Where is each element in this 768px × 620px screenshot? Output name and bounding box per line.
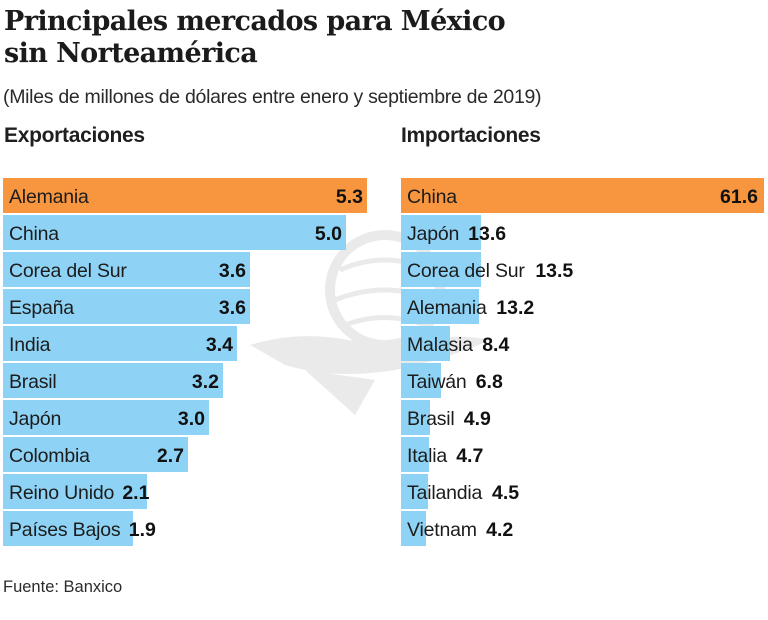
bar-row: Tailandia 4.5 (401, 474, 765, 509)
value-label: 61.6 (720, 186, 758, 208)
category-label: Taiwán (407, 371, 467, 393)
category-label: Corea del Sur (407, 260, 525, 282)
exports-panel-title: Exportaciones (4, 124, 145, 147)
bar (401, 215, 481, 250)
bar-row: Alemania 13.2 (401, 289, 765, 324)
category-label: Vietnam (407, 519, 477, 541)
value-label: 2.1 (122, 482, 150, 504)
bar-row: Japón 13.6 (401, 215, 765, 250)
category-label: Tailandia (407, 482, 483, 504)
bar (3, 400, 209, 435)
bar-row: Vietnam 4.2 (401, 511, 765, 546)
category-label: Brasil (407, 408, 455, 430)
value-label: 4.2 (486, 519, 514, 541)
category-label: Países Bajos (9, 519, 121, 541)
bar-row: Colombia 2.7 (3, 437, 383, 472)
bar (401, 474, 428, 509)
bar-row: Malasia 8.4 (401, 326, 765, 361)
value-label: 1.9 (128, 519, 156, 541)
category-label: Italia (407, 445, 447, 467)
category-label: Corea del Sur (9, 260, 127, 282)
exports-bar-chart: Alemania 5.3 China 5.0 Corea del Sur 3.6 Españ… (3, 178, 383, 548)
bar (401, 252, 481, 287)
category-label: Malasia (407, 334, 473, 356)
category-label: Reino Unido (9, 482, 115, 504)
bar (401, 326, 450, 361)
chart-title-line2: sin Norteamérica (4, 38, 258, 69)
bar-row: Reino Unido 2.1 (3, 474, 383, 509)
bar-row: Brasil 4.9 (401, 400, 765, 435)
bar (401, 363, 441, 398)
imports-panel-title: Importaciones (401, 124, 541, 147)
category-label: Brasil (9, 371, 57, 393)
bar (3, 178, 367, 213)
chart-title: Principales mercados para México sin Nor… (4, 6, 506, 70)
value-label: 6.8 (475, 371, 503, 393)
bar-row: India 3.4 (3, 326, 383, 361)
value-label: 13.2 (496, 297, 535, 319)
value-label: 13.5 (535, 260, 574, 282)
bar (3, 511, 133, 546)
bar (3, 215, 346, 250)
category-label: Alemania (9, 186, 89, 208)
bar-row: España 3.6 (3, 289, 383, 324)
bar-row: Alemania 5.3 (3, 178, 383, 213)
category-label: España (9, 297, 74, 319)
bar (3, 474, 147, 509)
chart-subtitle: (Miles de millones de dólares entre ener… (3, 86, 542, 108)
value-label: 5.3 (335, 186, 363, 208)
value-label: 3.0 (177, 408, 205, 430)
value-label: 5.0 (314, 223, 342, 245)
bar (3, 326, 237, 361)
bar (401, 511, 426, 546)
category-label: China (407, 186, 457, 208)
source-note: Fuente: Banxico (3, 578, 123, 596)
value-label: 2.7 (156, 445, 184, 467)
bar (3, 289, 250, 324)
category-label: India (9, 334, 51, 356)
bar (3, 363, 223, 398)
category-label: Japón (407, 223, 460, 245)
value-label: 3.4 (205, 334, 233, 356)
bar (401, 289, 479, 324)
value-label: 3.6 (218, 297, 246, 319)
bar-row: Corea del Sur 13.5 (401, 252, 765, 287)
bar (401, 400, 430, 435)
value-label: 3.6 (218, 260, 246, 282)
category-label: China (9, 223, 59, 245)
value-label: 13.6 (468, 223, 507, 245)
value-label: 4.7 (456, 445, 484, 467)
bar-row: Países Bajos 1.9 (3, 511, 383, 546)
bar (3, 437, 188, 472)
bar-row: Taiwán 6.8 (401, 363, 765, 398)
bar-row: Italia 4.7 (401, 437, 765, 472)
bar-row: China 5.0 (3, 215, 383, 250)
category-label: Japón (9, 408, 62, 430)
chart-title-line1: Principales mercados para México (4, 6, 506, 37)
bar-row: Corea del Sur 3.6 (3, 252, 383, 287)
bar (401, 437, 429, 472)
bar-row: China 61.6 (401, 178, 765, 213)
bar (3, 252, 250, 287)
category-label: Colombia (9, 445, 90, 467)
bar-row: Brasil 3.2 (3, 363, 383, 398)
imports-bar-chart: China 61.6 Japón 13.6 Corea del Sur 13.5 Alema… (401, 178, 765, 548)
value-label: 4.5 (491, 482, 520, 504)
category-label: Alemania (407, 297, 487, 319)
value-label: 4.9 (463, 408, 491, 430)
bar (401, 178, 764, 213)
bar-row: Japón 3.0 (3, 400, 383, 435)
value-label: 3.2 (191, 371, 219, 393)
value-label: 8.4 (482, 334, 510, 356)
